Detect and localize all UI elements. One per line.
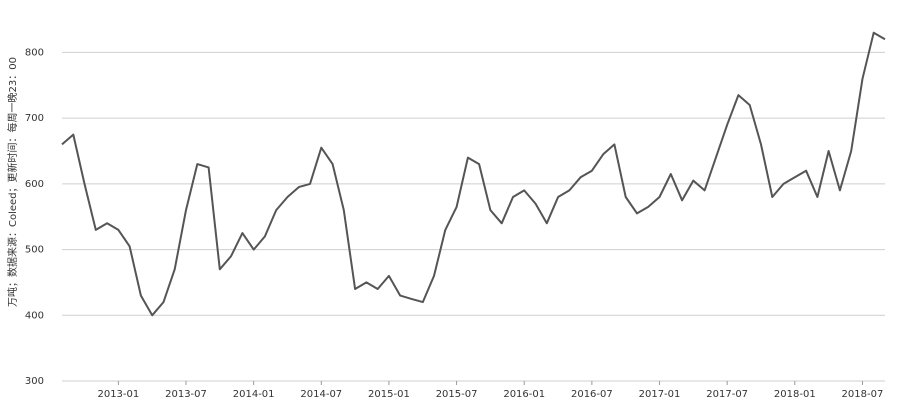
x-tick-label: 2013-07 [165, 389, 207, 400]
x-tick-label: 2018-07 [842, 389, 884, 400]
data-line [61, 31, 886, 317]
x-tick-label: 2017-07 [706, 389, 748, 400]
y-tick-label: 600 [25, 179, 44, 190]
y-tick-label: 700 [25, 113, 44, 124]
x-tick-label: 2016-07 [571, 389, 613, 400]
x-tick-label: 2014-01 [233, 389, 275, 400]
y-tick-label: 500 [25, 245, 44, 256]
y-axis-label: 万吨；数据来源：Coleed；更新时间：每周一晚23：00 [6, 57, 19, 307]
x-tick-label: 2018-01 [774, 389, 816, 400]
x-tick-label: 2015-07 [436, 389, 478, 400]
y-tick-label: 300 [25, 376, 44, 387]
x-tick-label: 2017-01 [639, 389, 681, 400]
y-tick-label: 800 [25, 47, 44, 58]
x-tick-label: 2013-01 [97, 389, 139, 400]
y-tick-label: 400 [25, 310, 44, 321]
x-tick-label: 2015-01 [368, 389, 410, 400]
x-tick-label: 2016-01 [503, 389, 545, 400]
x-tick-label: 2014-07 [300, 389, 342, 400]
